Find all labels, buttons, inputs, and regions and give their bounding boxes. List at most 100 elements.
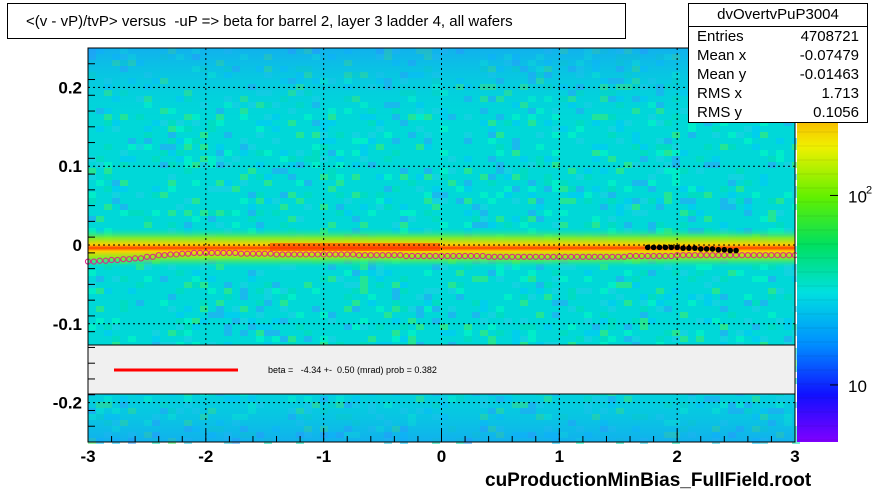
colorbar-label-exponent: 2 bbox=[866, 184, 872, 196]
profile-marker bbox=[350, 251, 357, 258]
profile-marker bbox=[332, 251, 339, 258]
x-tick-label: -2 bbox=[198, 447, 213, 466]
heatmap-cell bbox=[792, 360, 800, 366]
highlight-marker bbox=[697, 246, 704, 252]
profile-marker bbox=[326, 251, 333, 258]
profile-marker bbox=[338, 251, 345, 258]
highlight-marker bbox=[727, 247, 733, 254]
profile-marker bbox=[291, 251, 298, 258]
heatmap-cell bbox=[792, 330, 800, 336]
x-tick-label: -1 bbox=[316, 447, 331, 466]
profile-marker bbox=[662, 252, 669, 260]
profile-marker bbox=[626, 252, 634, 260]
heatmap-cell bbox=[792, 402, 800, 408]
profile-marker bbox=[361, 252, 369, 259]
profile-marker bbox=[520, 253, 528, 260]
profile-marker bbox=[155, 252, 162, 259]
profile-marker bbox=[497, 253, 504, 260]
profile-marker bbox=[432, 252, 439, 260]
stats-label: RMS y bbox=[697, 104, 742, 121]
x-tick-label: -3 bbox=[80, 447, 95, 466]
heatmap-cell bbox=[792, 324, 800, 330]
profile-marker bbox=[786, 252, 793, 259]
y-axis: -0.2 -0.1 0 0.1 0.2 bbox=[53, 47, 95, 443]
profile-marker bbox=[668, 252, 675, 260]
highlight-marker bbox=[686, 245, 692, 251]
profile-marker bbox=[438, 252, 445, 260]
profile-marker bbox=[473, 252, 480, 260]
profile-marker bbox=[491, 253, 498, 260]
profile-marker bbox=[120, 256, 127, 263]
profile-marker bbox=[173, 251, 180, 258]
profile-marker bbox=[479, 252, 486, 260]
profile-marker bbox=[220, 249, 227, 256]
heatmap-cell bbox=[792, 144, 800, 150]
profile-marker bbox=[591, 253, 598, 260]
profile-marker bbox=[691, 252, 698, 259]
profile-marker bbox=[420, 252, 427, 260]
colorbar-label: 10 bbox=[848, 187, 867, 206]
heatmap-cell bbox=[792, 366, 800, 372]
stats-value: 4708721 bbox=[800, 28, 859, 45]
heatmap-cell bbox=[792, 174, 800, 180]
profile-marker bbox=[532, 253, 539, 260]
profile-marker bbox=[679, 252, 687, 259]
profile-marker bbox=[373, 252, 380, 259]
heatmap-cell bbox=[792, 426, 800, 432]
profile-marker bbox=[644, 252, 651, 260]
heatmap-cell bbox=[792, 348, 800, 354]
profile-marker bbox=[603, 253, 610, 260]
profile-marker bbox=[485, 253, 492, 260]
profile-marker bbox=[114, 256, 121, 264]
profile-marker bbox=[273, 251, 280, 258]
stats-value: -0.01463 bbox=[799, 66, 859, 83]
highlight-marker bbox=[662, 244, 669, 251]
profile-marker bbox=[90, 258, 97, 265]
profile-marker bbox=[391, 252, 398, 259]
profile-marker bbox=[108, 256, 115, 264]
profile-marker bbox=[774, 252, 781, 259]
highlight-marker bbox=[692, 245, 698, 251]
profile-marker bbox=[467, 252, 475, 260]
stats-value: -0.07479 bbox=[799, 47, 859, 64]
heatmap-cell bbox=[792, 246, 800, 252]
profile-marker bbox=[721, 252, 728, 259]
profile-marker bbox=[609, 253, 616, 260]
profile-marker bbox=[715, 252, 722, 259]
profile-markers bbox=[84, 249, 799, 265]
profile-marker bbox=[297, 251, 304, 258]
profile-marker bbox=[208, 249, 215, 256]
profile-marker bbox=[202, 249, 209, 256]
profile-marker bbox=[597, 253, 604, 260]
profile-marker bbox=[267, 250, 274, 257]
highlight-markers bbox=[644, 244, 739, 254]
highlight-marker bbox=[674, 244, 680, 251]
stats-box: dvOvertvPuP3004 Entries 4708721 Mean x -… bbox=[688, 3, 868, 123]
profile-marker bbox=[556, 253, 563, 260]
profile-marker bbox=[137, 255, 145, 262]
profile-marker bbox=[379, 252, 386, 259]
profile-marker bbox=[302, 251, 310, 258]
profile-marker bbox=[285, 251, 292, 258]
fit-legend-box bbox=[87, 344, 796, 395]
profile-marker bbox=[355, 252, 363, 259]
profile-marker bbox=[344, 251, 351, 258]
y-tick-label: 0 bbox=[73, 236, 82, 255]
profile-marker bbox=[444, 252, 451, 260]
profile-marker bbox=[185, 250, 192, 257]
profile-marker bbox=[744, 252, 751, 259]
y-tick-label: 0.1 bbox=[58, 157, 82, 176]
stats-label: RMS x bbox=[697, 85, 742, 102]
fit-legend: beta = -4.34 +- 0.50 (mrad) prob = 0.382 bbox=[87, 344, 796, 395]
profile-marker bbox=[514, 253, 522, 260]
profile-marker bbox=[562, 253, 569, 260]
profile-marker bbox=[709, 252, 716, 259]
profile-marker bbox=[214, 249, 221, 256]
profile-marker bbox=[385, 252, 392, 259]
profile-marker bbox=[196, 249, 204, 256]
profile-marker bbox=[621, 253, 628, 260]
profile-marker bbox=[126, 256, 133, 263]
profile-marker bbox=[544, 253, 551, 260]
profile-marker bbox=[249, 250, 257, 257]
stats-name: dvOvertvPuP3004 bbox=[717, 6, 839, 23]
